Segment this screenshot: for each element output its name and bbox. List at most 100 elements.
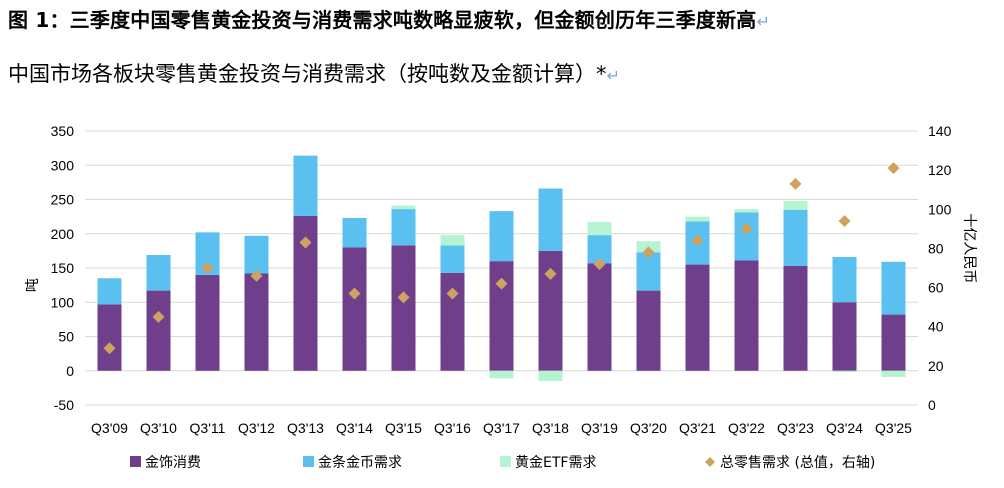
y2-tick-label: 140 bbox=[928, 123, 952, 139]
total-demand-point bbox=[152, 310, 165, 323]
y-tick-label: 300 bbox=[51, 157, 75, 173]
bar-segment bbox=[195, 274, 220, 371]
bar-segment bbox=[587, 263, 612, 371]
bar-segment bbox=[734, 212, 759, 261]
x-tick-label: Q3'10 bbox=[140, 420, 177, 436]
total-demand-point bbox=[201, 262, 214, 274]
x-tick-label: Q3'23 bbox=[777, 420, 814, 436]
total-demand-point bbox=[838, 215, 851, 228]
total-demand-point bbox=[642, 246, 655, 259]
bar-segment bbox=[832, 370, 857, 373]
x-tick-label: Q3'21 bbox=[679, 420, 716, 436]
bar-segment bbox=[146, 290, 171, 371]
x-tick-label: Q3'20 bbox=[630, 420, 667, 436]
legend: 金饰消费 金条金币需求 黄金ETF需求 总零售需求 (总值，右轴) bbox=[130, 454, 875, 471]
bar-segment bbox=[832, 257, 857, 303]
total-demand-point bbox=[544, 267, 557, 280]
bar-segment bbox=[244, 273, 269, 371]
y-tick-label: 50 bbox=[58, 329, 74, 345]
bar-segment bbox=[342, 217, 367, 248]
y-tick-label: 150 bbox=[51, 260, 75, 276]
bar-segment bbox=[538, 188, 563, 251]
bar-segment bbox=[685, 264, 710, 371]
bar-segment bbox=[391, 245, 416, 371]
y2-tick-label: 40 bbox=[928, 319, 944, 335]
y-tick-label: 0 bbox=[66, 363, 74, 379]
x-tick-label: Q3'16 bbox=[434, 420, 471, 436]
bar-segment bbox=[881, 370, 906, 377]
x-tick-label: Q3'14 bbox=[336, 420, 373, 436]
left-axis-ticks: -50 0 50 100 150 200 250 300 350 bbox=[51, 123, 75, 413]
left-axis-title: 吨 bbox=[25, 278, 41, 292]
right-axis-title: 十亿人民币 bbox=[961, 213, 977, 283]
total-demand-markers bbox=[103, 162, 900, 355]
total-demand-point bbox=[446, 287, 459, 300]
legend-label: 金饰消费 bbox=[145, 455, 201, 471]
bar-segment bbox=[244, 235, 269, 274]
y-tick-label: 350 bbox=[51, 123, 75, 139]
x-tick-label: Q3'24 bbox=[826, 420, 863, 436]
total-demand-point bbox=[691, 234, 704, 247]
y-tick-label: 100 bbox=[51, 294, 75, 310]
bar-segment bbox=[734, 260, 759, 371]
y-tick-label: 250 bbox=[51, 192, 75, 208]
y2-tick-label: 120 bbox=[928, 162, 952, 178]
bar-segment bbox=[783, 200, 808, 210]
total-demand-point bbox=[887, 162, 900, 175]
x-axis-ticks: Q3'09 Q3'10 Q3'11 Q3'12 Q3'13 Q3'14 Q3'15 Q3'16… bbox=[91, 420, 912, 436]
bar-segment bbox=[97, 304, 122, 371]
bar-segment bbox=[97, 278, 122, 305]
legend-marker bbox=[705, 457, 715, 467]
x-tick-label: Q3'18 bbox=[532, 420, 569, 436]
legend-swatch bbox=[500, 456, 511, 467]
total-demand-point bbox=[250, 269, 263, 282]
bar-segment bbox=[783, 209, 808, 266]
bar-segment bbox=[636, 252, 661, 291]
bar-segment bbox=[489, 370, 514, 379]
legend-label: 金条金币需求 bbox=[318, 454, 402, 471]
y-tick-label: 200 bbox=[51, 226, 75, 242]
bar-segment bbox=[881, 314, 906, 371]
bar-segment bbox=[734, 209, 759, 213]
x-tick-label: Q3'11 bbox=[190, 420, 226, 436]
total-demand-point bbox=[593, 258, 606, 271]
y2-tick-label: 80 bbox=[928, 240, 944, 256]
bar-segment bbox=[685, 216, 710, 222]
bar-segment bbox=[832, 302, 857, 371]
x-tick-label: Q3'09 bbox=[91, 420, 128, 436]
bar-segment bbox=[489, 261, 514, 371]
bar-segment bbox=[881, 261, 906, 315]
total-demand-point bbox=[348, 287, 361, 300]
bar-segment bbox=[538, 370, 563, 382]
x-tick-label: Q3'12 bbox=[238, 420, 275, 436]
bar-segment bbox=[440, 245, 465, 273]
chart-subtitle: 中国市场各板块零售黄金投资与消费需求（按吨数及金额计算）*↵ bbox=[8, 62, 620, 86]
x-tick-label: Q3'22 bbox=[728, 420, 765, 436]
total-demand-point bbox=[495, 277, 508, 290]
legend-swatch bbox=[130, 456, 141, 467]
bar-segment bbox=[146, 254, 171, 291]
total-demand-point bbox=[740, 222, 753, 235]
total-demand-point bbox=[299, 236, 312, 249]
legend-swatch bbox=[303, 456, 314, 467]
bar-segment bbox=[342, 247, 367, 371]
x-tick-label: Q3'19 bbox=[581, 420, 618, 436]
bar-segment bbox=[440, 235, 465, 246]
total-demand-point bbox=[103, 342, 116, 355]
y2-tick-label: 0 bbox=[928, 397, 936, 413]
bar-segment bbox=[391, 205, 416, 210]
x-tick-label: Q3'17 bbox=[483, 420, 520, 436]
y2-tick-label: 20 bbox=[928, 358, 944, 374]
legend-label: 总零售需求 (总值，右轴) bbox=[720, 455, 875, 471]
bar-segment bbox=[293, 155, 318, 216]
right-axis-ticks: 0 20 40 60 80 100 120 140 bbox=[928, 123, 952, 413]
x-tick-label: Q3'13 bbox=[287, 420, 324, 436]
bars bbox=[97, 155, 906, 382]
x-tick-label: Q3'25 bbox=[875, 420, 912, 436]
total-demand-point bbox=[789, 177, 802, 190]
bar-segment bbox=[783, 265, 808, 371]
bar-segment bbox=[587, 222, 612, 236]
y-tick-label: -50 bbox=[54, 397, 74, 413]
bar-segment bbox=[636, 290, 661, 371]
